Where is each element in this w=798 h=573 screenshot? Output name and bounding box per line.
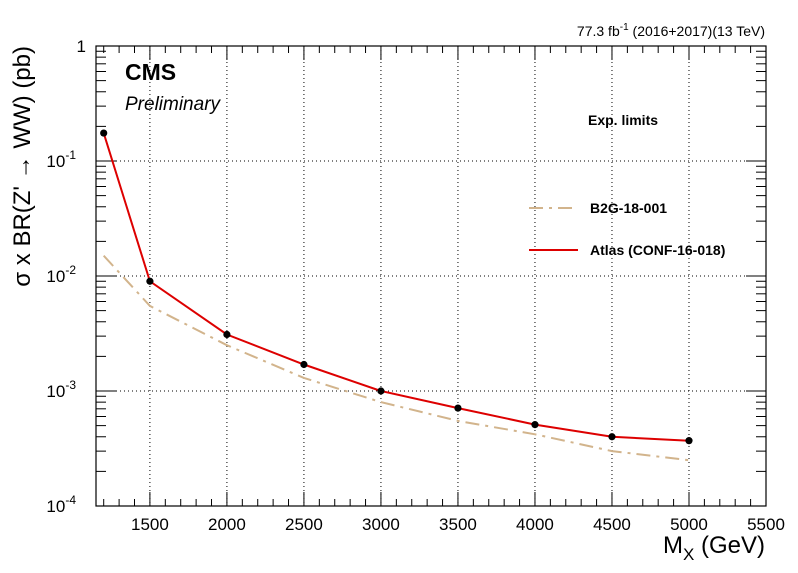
y-tick-labels: 10-4 10-3 10-2 10-1 1 <box>46 37 86 516</box>
x-tick-label: 2000 <box>208 515 246 534</box>
y-tick-label: 10-1 <box>46 148 76 171</box>
legend-label-1: Atlas (CONF-16-018) <box>590 242 725 258</box>
y-tick-label: 10-2 <box>46 263 76 286</box>
grid <box>96 46 766 506</box>
series-layer <box>100 129 693 462</box>
status-label: Preliminary <box>125 94 222 115</box>
x-tick-label: 3500 <box>439 515 477 534</box>
legend: B2G-18-001 Atlas (CONF-16-018) <box>529 200 725 258</box>
x-tick-label: 4000 <box>516 515 554 534</box>
data-point <box>531 421 539 429</box>
data-point <box>685 437 693 445</box>
x-tick-label: 5000 <box>670 515 708 534</box>
legend-header: Exp. limits <box>588 112 658 128</box>
data-point <box>454 404 462 412</box>
y-tick-label: 10-4 <box>46 493 76 516</box>
data-point <box>100 129 108 137</box>
x-tick-labels: 1500 2000 2500 3000 3500 4000 4500 5000 5500 <box>131 515 785 534</box>
luminosity-label: 77.3 fb-1 (2016+2017)(13 TeV) <box>577 22 765 39</box>
y-tick-label: 1 <box>77 37 86 56</box>
data-point <box>300 360 308 369</box>
data-point <box>377 387 385 395</box>
series-line-0 <box>102 255 690 462</box>
x-tick-label: 3000 <box>362 515 400 534</box>
x-tick-label: 5500 <box>747 515 785 534</box>
x-tick-label: 2500 <box>285 515 323 534</box>
y-tick-label: 10-3 <box>46 378 76 401</box>
y-axis-title: σ x BR(Z' → WW) (pb) <box>9 46 36 287</box>
x-tick-label: 1500 <box>131 515 169 534</box>
data-point <box>608 433 616 441</box>
data-point <box>146 277 154 285</box>
data-point <box>223 330 231 339</box>
axis-ticks <box>96 45 767 507</box>
x-tick-label: 4500 <box>593 515 631 534</box>
series-line-1 <box>102 132 690 442</box>
x-axis-title: MX (GeV) <box>663 532 765 564</box>
experiment-label: CMS <box>125 59 176 85</box>
legend-label-0: B2G-18-001 <box>590 200 667 216</box>
